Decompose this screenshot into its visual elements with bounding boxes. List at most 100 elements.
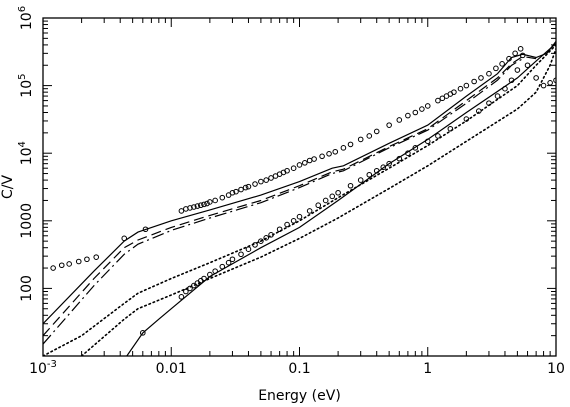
data-point	[204, 200, 210, 207]
data-point	[276, 226, 283, 233]
data-point	[219, 194, 226, 201]
data-point	[447, 125, 454, 132]
data-point	[471, 78, 477, 85]
data-point	[302, 160, 308, 166]
data-point	[187, 285, 193, 292]
data-point	[366, 133, 373, 139]
data-point	[347, 141, 354, 148]
data-point	[435, 133, 441, 139]
data-point	[512, 50, 518, 57]
x-tick-label: 10-3	[29, 359, 57, 377]
data-point	[405, 150, 411, 156]
data-point	[412, 145, 419, 151]
data-point	[225, 192, 232, 198]
series-line-dash-dot	[43, 58, 524, 345]
data-point	[380, 164, 387, 171]
data-point	[396, 117, 403, 123]
data-point	[219, 263, 226, 270]
data-point	[306, 157, 313, 164]
data-point	[50, 265, 56, 271]
data-point	[311, 156, 317, 162]
data-point	[514, 67, 521, 73]
data-point	[386, 122, 392, 128]
data-point	[306, 208, 313, 214]
data-point	[183, 288, 189, 295]
data-point	[191, 282, 197, 289]
data-point	[405, 112, 411, 119]
data-point	[424, 103, 431, 109]
series-layer	[43, 41, 556, 356]
ticks-layer	[42, 18, 557, 357]
data-point	[493, 65, 499, 72]
data-point	[191, 204, 197, 210]
data-point	[357, 136, 364, 143]
x-tick-label: 0.1	[288, 361, 310, 377]
data-point	[252, 242, 258, 248]
data-point	[315, 202, 322, 209]
data-point	[187, 205, 193, 211]
data-point	[475, 108, 482, 114]
x-tick-label: 10	[547, 361, 565, 377]
data-point	[486, 100, 492, 106]
data-point	[329, 193, 336, 200]
data-point	[319, 153, 325, 160]
y-tick-label: 104	[17, 141, 35, 165]
data-point	[335, 189, 341, 196]
data-point	[66, 261, 72, 267]
data-point	[198, 202, 204, 209]
data-point	[93, 254, 100, 260]
data-point	[357, 177, 364, 183]
series-line-dashed	[43, 55, 537, 337]
y-tick-label: 106	[17, 6, 35, 30]
series-line-dotted	[43, 44, 556, 356]
data-point	[553, 77, 556, 84]
data-point	[386, 160, 392, 167]
data-point	[332, 148, 339, 155]
data-point	[268, 232, 274, 238]
data-point	[322, 197, 329, 204]
data-point	[58, 262, 65, 269]
data-point	[533, 75, 539, 81]
data-point	[225, 259, 232, 266]
data-point	[451, 89, 457, 95]
data-point	[178, 208, 185, 214]
data-point	[290, 165, 297, 171]
data-point	[201, 201, 207, 208]
data-point	[207, 271, 213, 278]
data-point	[207, 199, 213, 205]
data-point	[268, 175, 274, 181]
data-point	[499, 61, 505, 67]
data-point	[296, 213, 303, 220]
y-tick-label: 100	[19, 275, 35, 302]
series-line-solid	[126, 43, 556, 356]
data-point	[242, 184, 249, 191]
data-point	[494, 93, 501, 99]
data-point	[396, 155, 403, 162]
data-point	[373, 167, 380, 174]
data-point	[424, 138, 431, 145]
data-point	[517, 46, 524, 52]
data-point	[506, 55, 512, 62]
data-point	[263, 177, 270, 183]
data-point	[419, 106, 425, 112]
x-tick-label: 1	[423, 361, 432, 377]
data-point	[502, 85, 508, 92]
data-point	[258, 238, 264, 244]
data-point	[347, 182, 354, 189]
data-point	[178, 294, 185, 300]
data-point	[238, 251, 244, 258]
data-point	[540, 82, 547, 89]
data-point	[340, 145, 347, 151]
data-point	[284, 167, 290, 174]
x-tick-label: 0.01	[156, 361, 187, 377]
data-point	[519, 52, 526, 59]
data-point	[284, 221, 290, 228]
data-point	[463, 116, 470, 122]
x-axis-title: Energy (eV)	[258, 388, 341, 404]
labels-layer: 10-3 0.01 0.1 1 10 100 1000 104 105 106	[17, 6, 565, 377]
data-point	[524, 62, 531, 69]
data-point	[326, 150, 332, 157]
data-point	[547, 80, 553, 86]
data-point	[435, 97, 441, 104]
